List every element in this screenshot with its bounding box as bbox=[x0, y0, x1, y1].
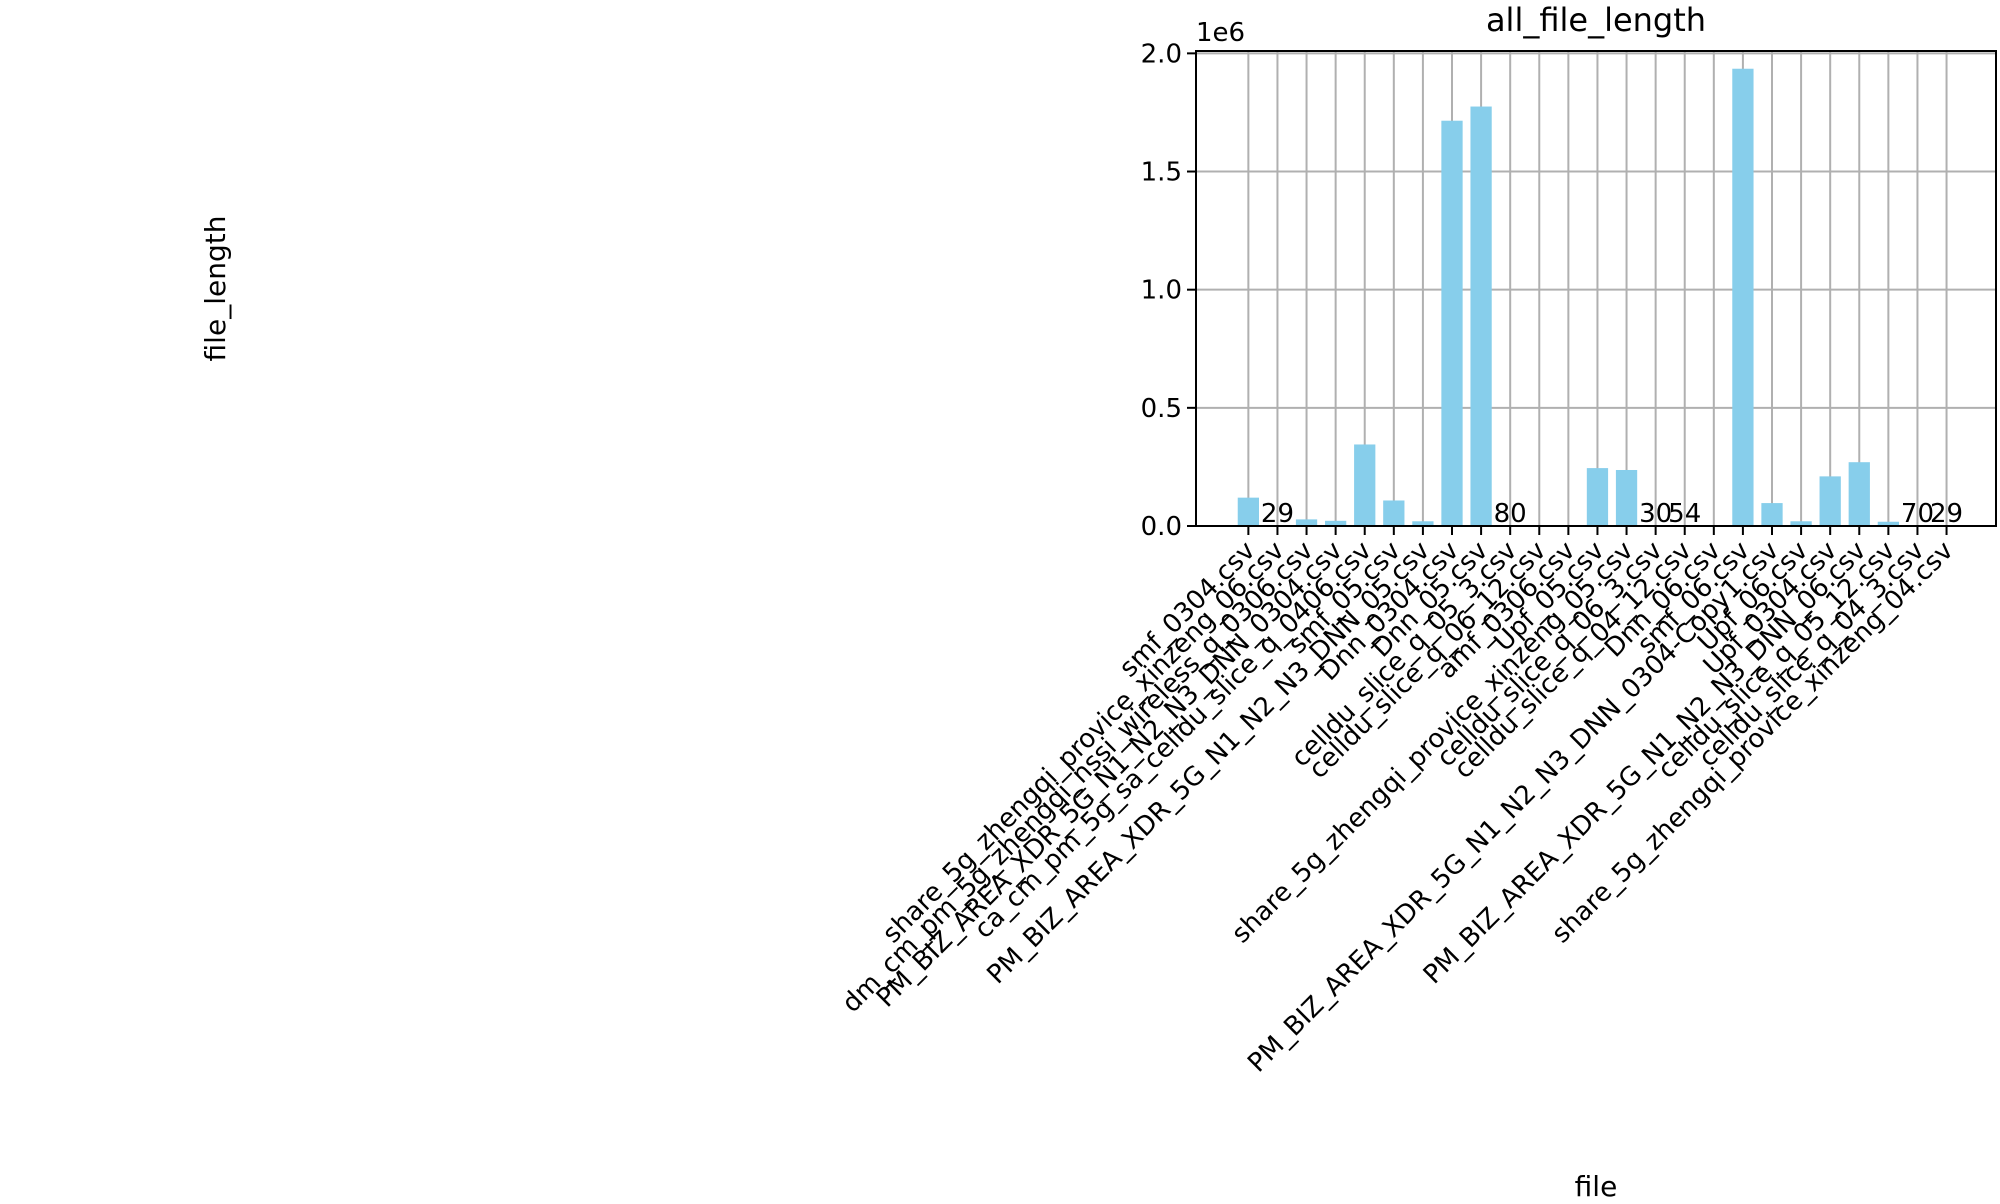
bar bbox=[1325, 520, 1347, 526]
bar bbox=[1761, 503, 1783, 526]
y-tick-label: 2.0 bbox=[1141, 39, 1182, 69]
bar-value-label: 30 bbox=[1639, 499, 1672, 529]
x-tick-label: PM_BIZ_AREA_XDR_5G_N1_N2_N3_DNN_0304.csv bbox=[871, 536, 1349, 1014]
bar-value-label: 54 bbox=[1668, 499, 1701, 529]
y-axis: 0.0 0.5 1.0 1.5 2.0 bbox=[1141, 39, 1196, 542]
x-axis: smf_0304.csvshare_5g_zhengqi_provice_xin… bbox=[837, 526, 1959, 1078]
bar bbox=[1732, 68, 1754, 526]
x-axis-label: file bbox=[1575, 1170, 1618, 1203]
bar bbox=[1615, 469, 1638, 526]
bar bbox=[1586, 468, 1609, 526]
bar-value-label: 80 bbox=[1494, 499, 1527, 529]
bar-value-label: 70 bbox=[1901, 499, 1934, 529]
bar bbox=[1412, 521, 1434, 526]
y-axis-offset-label: 1e6 bbox=[1196, 18, 1245, 48]
bar bbox=[1790, 521, 1812, 526]
bar bbox=[1383, 500, 1405, 526]
plot-frame bbox=[1195, 50, 1997, 527]
bar bbox=[1295, 519, 1318, 526]
y-axis-label: file_length bbox=[199, 216, 232, 362]
grid-layer bbox=[1196, 51, 1996, 527]
y-tick-label: 0.0 bbox=[1141, 512, 1182, 542]
chart-title: all_file_length bbox=[1486, 1, 1706, 39]
y-tick-label: 0.5 bbox=[1141, 394, 1182, 424]
bar bbox=[1848, 462, 1870, 526]
bar bbox=[1354, 444, 1376, 526]
bar bbox=[1470, 106, 1492, 527]
y-tick-label: 1.0 bbox=[1141, 276, 1182, 306]
bar bbox=[1441, 120, 1463, 526]
bar bbox=[1237, 497, 1259, 526]
bars-layer bbox=[1237, 68, 1958, 527]
bar-value-label: 29 bbox=[1261, 499, 1294, 529]
y-tick-label: 1.5 bbox=[1141, 158, 1182, 188]
bar-value-label: 29 bbox=[1930, 499, 1963, 529]
bar bbox=[1877, 521, 1899, 526]
bar bbox=[1819, 476, 1841, 526]
